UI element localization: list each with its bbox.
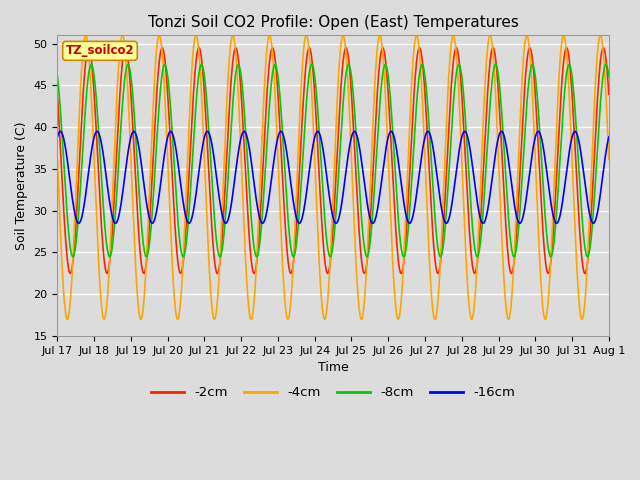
Legend: -2cm, -4cm, -8cm, -16cm: -2cm, -4cm, -8cm, -16cm xyxy=(146,381,520,405)
X-axis label: Time: Time xyxy=(317,361,349,374)
Y-axis label: Soil Temperature (C): Soil Temperature (C) xyxy=(15,121,28,250)
Title: Tonzi Soil CO2 Profile: Open (East) Temperatures: Tonzi Soil CO2 Profile: Open (East) Temp… xyxy=(148,15,518,30)
Text: TZ_soilco2: TZ_soilco2 xyxy=(66,44,134,57)
